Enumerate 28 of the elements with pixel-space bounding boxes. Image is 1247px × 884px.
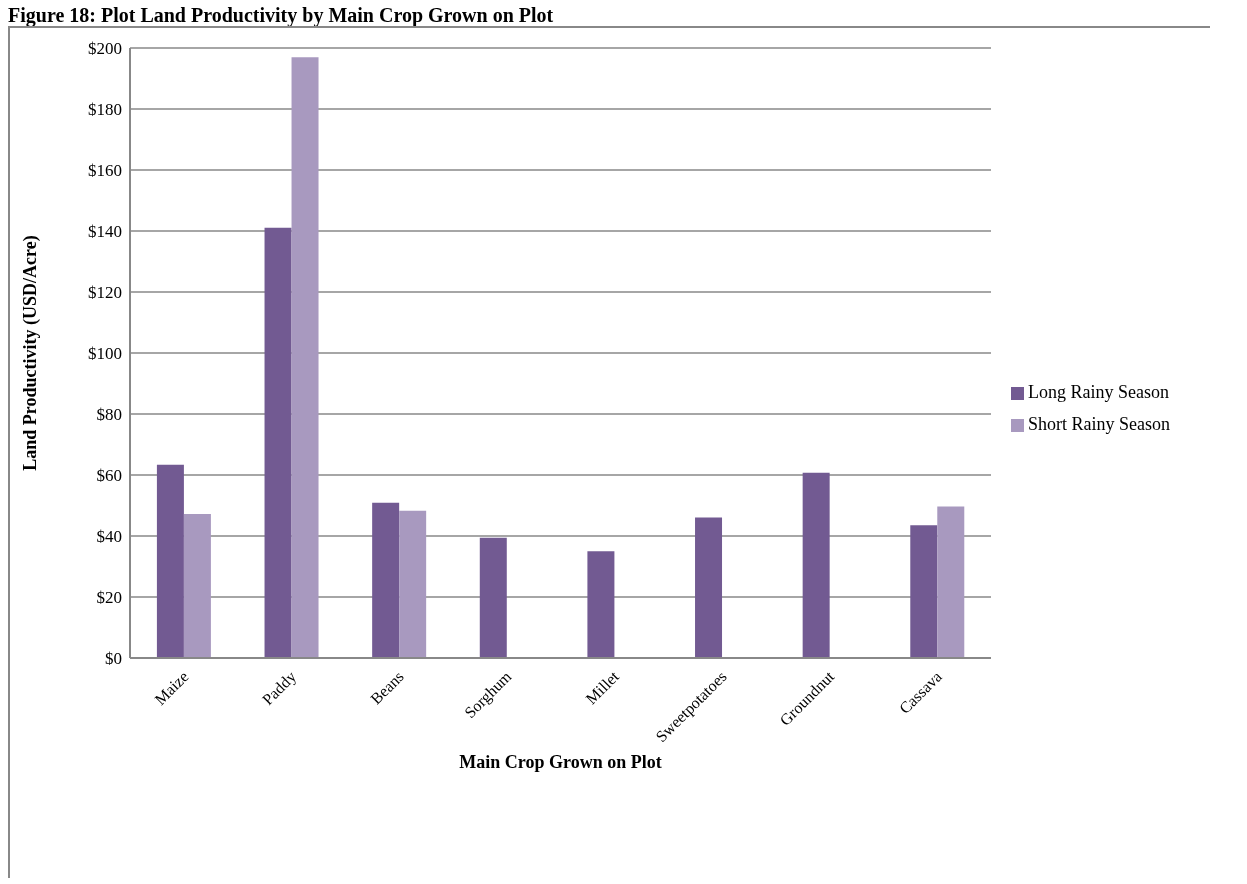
y-tick-label: $160 <box>88 161 122 181</box>
bar <box>399 510 427 658</box>
y-tick-label: $200 <box>88 39 122 59</box>
bar <box>291 57 319 658</box>
bar <box>156 464 184 658</box>
bar <box>910 525 938 658</box>
y-axis-title: Land Productivity (USD/Acre) <box>20 235 42 471</box>
bar <box>802 472 830 658</box>
chart-title: Figure 18: Plot Land Productivity by Main Crop Grown on Plot <box>8 4 555 26</box>
y-tick-label: $140 <box>88 222 122 242</box>
bar <box>372 502 400 658</box>
y-tick-label: $40 <box>96 527 122 547</box>
bar <box>479 537 507 658</box>
y-tick-label: $180 <box>88 100 122 120</box>
legend-label: Long Rainy Season <box>1028 382 1169 402</box>
y-tick-label: $80 <box>96 405 122 425</box>
y-tick-label: $120 <box>88 283 122 303</box>
bar <box>587 551 615 658</box>
y-tick-label: $20 <box>96 588 122 608</box>
legend-label: Short Rainy Season <box>1028 414 1170 434</box>
y-tick-label: $0 <box>105 649 122 669</box>
x-axis-title: Main Crop Grown on Plot <box>459 752 662 772</box>
y-tick-label: $100 <box>88 344 122 364</box>
y-tick-label: $60 <box>96 466 122 486</box>
bar <box>695 517 723 658</box>
bar <box>937 506 965 658</box>
bar <box>264 227 292 658</box>
bar <box>183 514 211 658</box>
